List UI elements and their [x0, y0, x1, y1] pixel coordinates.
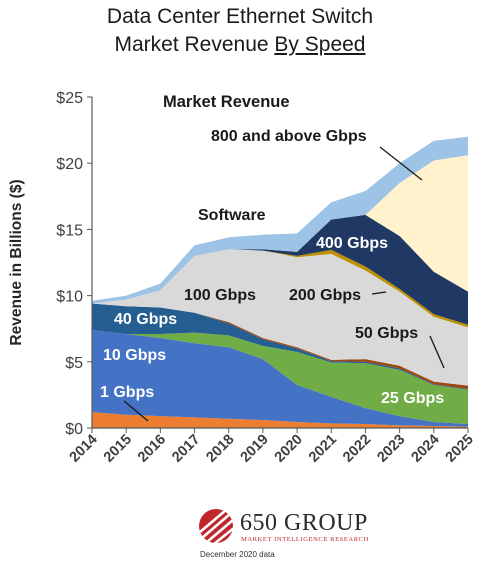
x-tick-label: 2022 [340, 432, 374, 466]
x-tick-label: 2021 [306, 432, 340, 466]
area-800-and-above-gbps [92, 155, 468, 304]
series-label-10-gbps: 10 Gbps [103, 347, 166, 364]
leader-line-50-gbps [429, 335, 445, 369]
logo-subtext: MARKET INTELLIGENCE RESEARCH [241, 536, 369, 543]
area-10-gbps [92, 330, 468, 427]
area-400-gbps [92, 214, 468, 325]
y-axis-label: Revenue in Billions ($) [8, 179, 25, 345]
series-label-25-gbps: 25 Gbps [381, 390, 444, 407]
logo-text: 650 GROUP [240, 510, 368, 536]
y-tick-label: $25 [56, 90, 83, 107]
leader-line-800-and-above-gbps [379, 146, 423, 181]
y-tick-label: $20 [56, 156, 83, 173]
area-100-gbps [92, 249, 468, 386]
y-tick-label: $10 [56, 289, 83, 306]
y-tick-label: $15 [56, 222, 83, 239]
company-logo: 650 GROUP MARKET INTELLIGENCE RESEARCH [196, 504, 416, 560]
x-tick-label: 2015 [101, 432, 135, 466]
series-label-1-gbps: 1 Gbps [100, 384, 154, 401]
area-software [92, 136, 468, 304]
x-tick-label: 2018 [203, 432, 237, 466]
chart-title-line1: Data Center Ethernet Switch [106, 5, 374, 28]
series-label-400-gbps: 400 Gbps [316, 235, 388, 252]
series-label-800-and-above-gbps: 800 and above Gbps [211, 128, 367, 145]
series-label-40-gbps: 40 Gbps [114, 311, 177, 328]
x-tick-label: 2016 [135, 432, 169, 466]
x-tick-label: 2019 [238, 432, 272, 466]
y-tick-label: $0 [65, 421, 83, 438]
area-40-gbps [92, 303, 468, 390]
series-label-50-gbps: 50 Gbps [355, 325, 418, 342]
series-label-software: Software [198, 207, 266, 224]
area-25-gbps [92, 330, 468, 425]
x-tick-label: 2025 [443, 432, 477, 466]
leader-line-1-gbps [123, 400, 149, 422]
chart-title-line2: Market Revenue By Speed [114, 33, 366, 56]
series-label-100-gbps: 100 Gbps [184, 287, 256, 304]
x-tick-label: 2024 [409, 432, 443, 466]
footnote: December 2020 data [200, 550, 275, 559]
area-50-gbps [92, 303, 468, 389]
x-tick-label: 2020 [272, 432, 306, 466]
series-label-200-gbps: 200 Gbps [289, 287, 361, 304]
x-tick-label: 2017 [169, 432, 203, 466]
title-underline: By Speed [274, 33, 366, 56]
y-tick-label: $5 [65, 355, 83, 372]
leader-line-200-gbps [371, 291, 387, 295]
logo-globe-icon [199, 509, 235, 546]
inner-chart-label: Market Revenue [163, 93, 290, 111]
area-1-gbps [92, 412, 468, 428]
x-tick-label: 2023 [374, 432, 408, 466]
